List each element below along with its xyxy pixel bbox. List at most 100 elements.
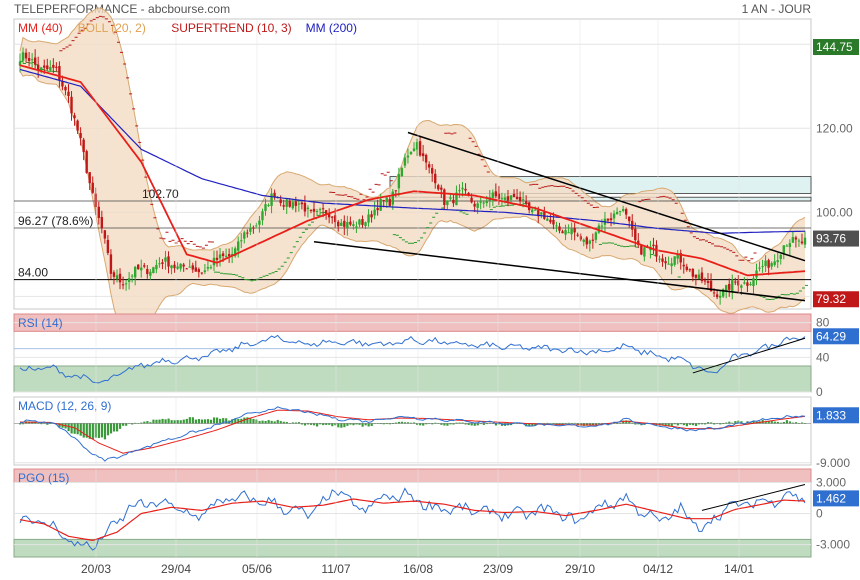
source-title: TELEPERFORMANCE - abcbourse.com (14, 2, 230, 16)
candle-body (291, 202, 294, 209)
candle-body (706, 281, 710, 284)
legend-label-0: PGO (15) (18, 471, 69, 485)
x-tick-label: 05/06 (242, 562, 272, 576)
candle-body (109, 254, 113, 274)
level-label: 102.70 (142, 187, 179, 201)
macd-histogram-bar (331, 423, 334, 427)
macd-histogram-bar (737, 420, 740, 424)
macd-histogram-bar (216, 417, 219, 424)
macd-histogram-bar (119, 423, 122, 429)
macd-histogram-bar (370, 423, 373, 426)
macd-histogram-bar (46, 423, 49, 425)
macd-histogram-bar (122, 423, 125, 426)
candle-body (640, 245, 643, 255)
candle-body (100, 216, 104, 229)
macd-histogram-bar (570, 423, 573, 424)
candle-body (758, 267, 761, 269)
macd-histogram-bar (40, 423, 43, 425)
macd-histogram-bar (143, 421, 146, 424)
macd-histogram-bar (452, 423, 455, 425)
macd-histogram-bar (782, 421, 785, 424)
candle-body (246, 232, 249, 234)
candle-body (206, 267, 210, 269)
candle-body (36, 64, 40, 70)
candle-body (288, 200, 291, 207)
candle-body (367, 214, 370, 223)
candle-body (415, 142, 419, 150)
macd-histogram-bar (676, 423, 679, 426)
candle-body (158, 263, 161, 265)
macd-histogram-bar (400, 421, 404, 424)
pgo-trend-line (701, 484, 806, 511)
candle-body (361, 218, 364, 225)
macd-histogram-bar (594, 423, 598, 425)
candle-body (43, 65, 46, 68)
macd-histogram-bar (179, 420, 182, 424)
candle-body (491, 192, 495, 198)
candle-body (373, 209, 376, 216)
candle-body (685, 266, 688, 270)
macd-histogram-bar (785, 420, 789, 424)
candle-body (749, 284, 752, 286)
macd-histogram-bar (446, 423, 449, 426)
macd-histogram-bar (131, 423, 134, 425)
rsi-panel-group: 0 40 80 RSI (14) 64.29 (13, 313, 859, 399)
supertrend-up (20, 60, 808, 300)
candle-body (570, 228, 573, 235)
macd-histogram-bar (588, 423, 592, 425)
macd-histogram-bar (443, 423, 446, 426)
macd-histogram-bar (719, 423, 722, 425)
candle-body (97, 206, 101, 219)
candle-body (58, 66, 61, 81)
macd-histogram-bar (770, 421, 773, 424)
macd-histogram-bar (188, 417, 191, 424)
macd-histogram-bar (146, 421, 149, 424)
low-price-label: 79.32 (816, 292, 846, 306)
macd-histogram-bar (561, 423, 564, 425)
macd-histogram-bar (531, 423, 534, 427)
x-tick-label: 04/12 (643, 562, 673, 576)
macd-histogram-bar (722, 423, 725, 425)
candle-body (379, 198, 382, 211)
pgo-panel-group: 3.000 0 -3.000 PGO (15) 1.462 (13, 468, 859, 558)
candle-body (24, 52, 28, 59)
macd-histogram-bar (316, 423, 319, 427)
macd-histogram-bar (431, 423, 434, 425)
candle-body (552, 219, 555, 225)
candle-body (33, 57, 37, 65)
macd-histogram-bar (343, 423, 346, 428)
macd-histogram-bar (282, 421, 285, 424)
pgo-signal-line (19, 498, 806, 542)
macd-histogram-bar (625, 420, 628, 424)
candle-body (115, 275, 119, 280)
candle-body (403, 157, 407, 166)
candle-body (531, 209, 534, 213)
candle-body (652, 244, 655, 247)
candle-body (540, 212, 543, 215)
macd-histogram-bar (273, 421, 276, 424)
macd-histogram-bar (334, 423, 337, 426)
candle-body (267, 205, 270, 207)
candle-body (337, 221, 340, 227)
macd-histogram-bar (555, 423, 558, 425)
candle-body (461, 187, 464, 190)
candle-body (164, 257, 167, 262)
level-label: 84.00 (18, 266, 48, 280)
x-axis: 20/03 29/04 05/06 11/07 16/08 23/09 29/10 04/12… (81, 19, 754, 576)
candle-body (637, 240, 640, 245)
macd-histogram-bar (597, 423, 601, 425)
macd-histogram-bar (682, 423, 685, 426)
macd-histogram-bar (31, 421, 34, 424)
macd-histogram-bar (670, 423, 673, 427)
candle-body (421, 153, 425, 157)
x-tick-label: 14/01 (724, 562, 754, 576)
candle-body (143, 265, 146, 267)
macd-histogram-bar (200, 419, 204, 424)
macd-last-label-bg (813, 407, 859, 424)
candle-body (588, 240, 592, 244)
candle-body (106, 239, 110, 253)
macd-histogram-bar (416, 423, 419, 425)
candle-body (803, 237, 807, 245)
macd-histogram-bar (576, 423, 579, 426)
candle-body (312, 208, 316, 212)
